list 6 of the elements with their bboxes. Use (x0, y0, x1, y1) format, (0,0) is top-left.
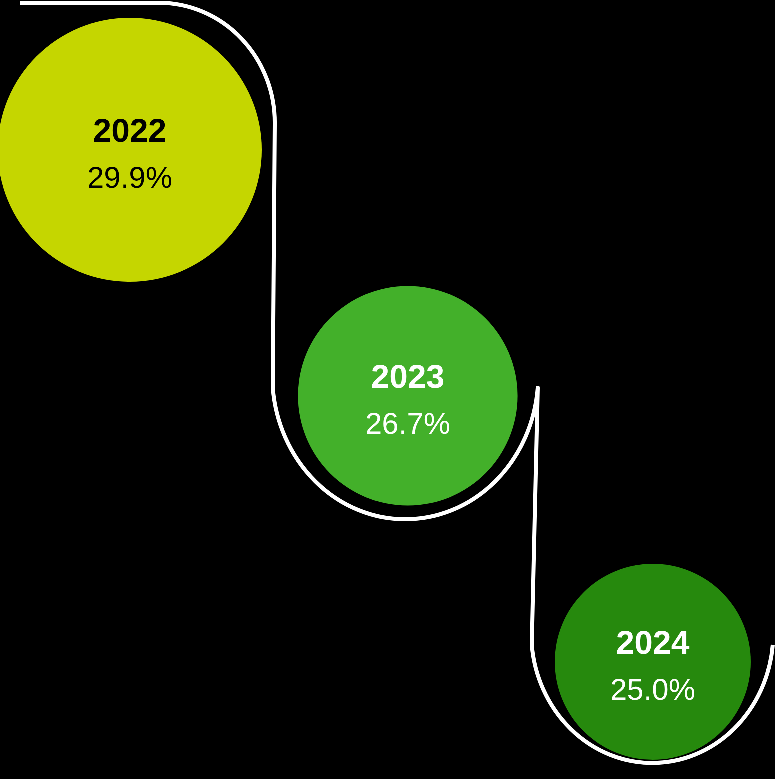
data-label: 26.7% (365, 408, 451, 441)
data-label: 29.9% (87, 162, 173, 195)
data-label: 25.0% (610, 674, 696, 707)
category-label: 2023 (371, 358, 445, 395)
category-label: 2024 (616, 624, 690, 661)
category-label: 2022 (93, 112, 167, 149)
